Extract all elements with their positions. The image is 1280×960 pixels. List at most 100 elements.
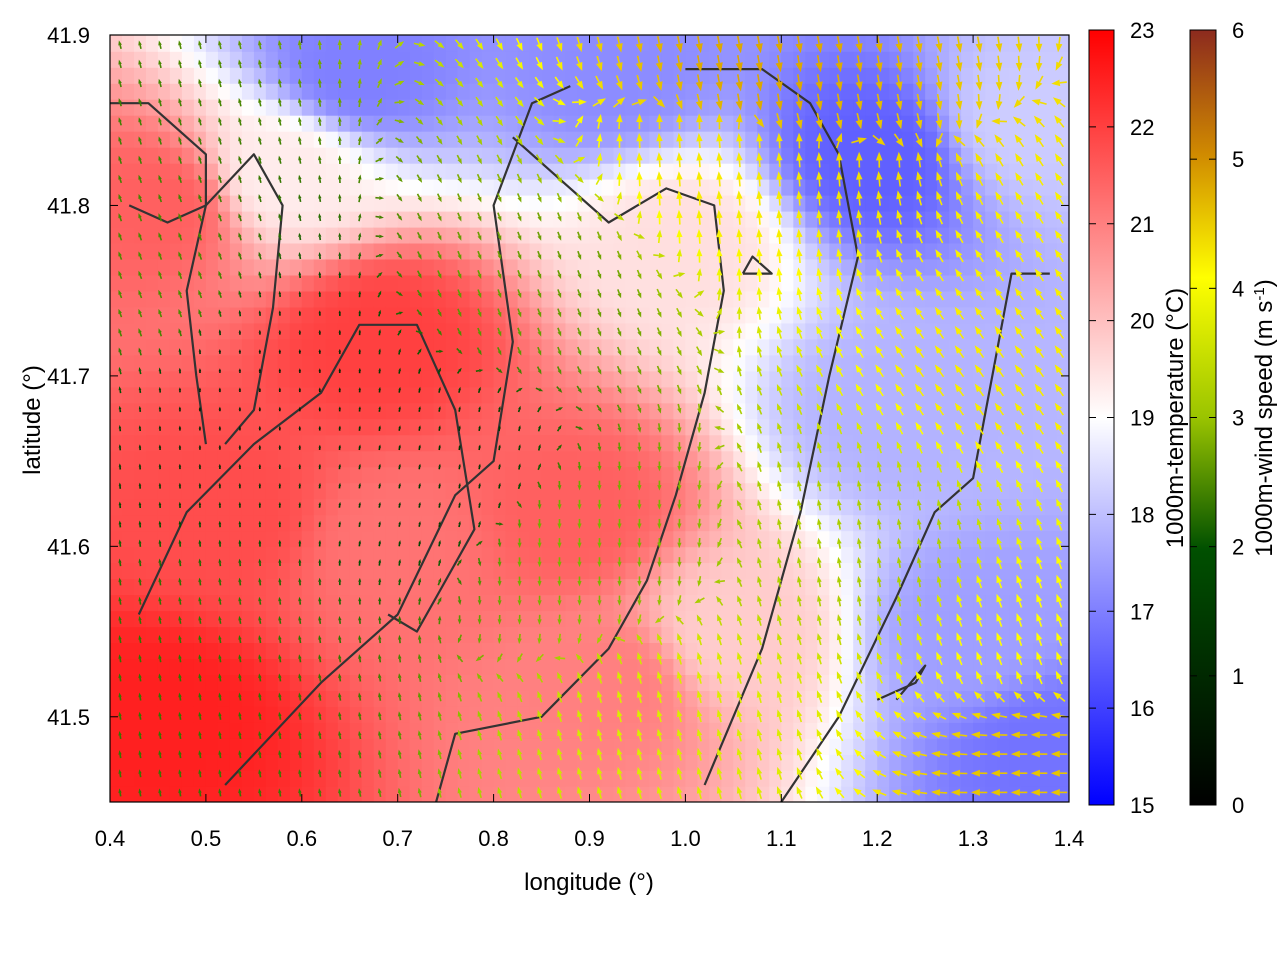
heatmap-cell xyxy=(181,626,195,643)
heatmap-cell xyxy=(337,82,351,100)
heatmap-cell xyxy=(169,706,183,723)
heatmap-cell xyxy=(397,130,411,148)
heatmap-cell xyxy=(985,594,998,612)
heatmap-cell xyxy=(134,370,147,388)
heatmap-cell xyxy=(685,770,699,787)
heatmap-cell xyxy=(481,51,495,68)
heatmap-cell xyxy=(134,450,147,468)
heatmap-cell xyxy=(505,674,519,691)
heatmap-cell xyxy=(457,690,471,707)
heatmap-cell xyxy=(625,466,639,484)
heatmap-cell xyxy=(217,642,231,659)
heatmap-cell xyxy=(337,322,351,340)
heatmap-cell xyxy=(937,370,950,388)
heatmap-cell xyxy=(961,82,974,100)
heatmap-cell xyxy=(421,226,435,244)
heatmap-cell xyxy=(865,562,878,580)
heatmap-cell xyxy=(637,466,651,484)
heatmap-cell xyxy=(289,322,303,340)
heatmap-cell xyxy=(205,754,219,771)
heatmap-cell xyxy=(217,274,231,292)
heatmap-cell xyxy=(205,738,219,755)
heatmap-cell xyxy=(146,306,159,324)
heatmap-cell xyxy=(265,35,279,52)
heatmap-cell xyxy=(601,754,615,771)
heatmap-cell xyxy=(553,67,567,84)
heatmap-cell xyxy=(505,178,519,196)
heatmap-cell xyxy=(337,386,351,404)
heatmap-cell xyxy=(157,770,171,787)
heatmap-cell xyxy=(122,402,135,420)
heatmap-cell xyxy=(805,178,819,196)
heatmap-cell xyxy=(661,546,675,564)
heatmap-cell xyxy=(325,498,339,516)
heatmap-cell xyxy=(925,226,938,244)
heatmap-cell xyxy=(445,67,459,84)
heatmap-cell xyxy=(373,562,387,580)
heatmap-cell xyxy=(205,690,219,707)
heatmap-cell xyxy=(661,162,675,180)
heatmap-cell xyxy=(553,466,567,484)
heatmap-cell xyxy=(349,82,363,100)
heatmap-cell xyxy=(721,530,735,548)
heatmap-cell xyxy=(601,114,615,132)
heatmap-cell xyxy=(457,418,471,436)
heatmap-cell xyxy=(217,98,231,116)
heatmap-cell xyxy=(565,258,579,276)
heatmap-cell xyxy=(685,626,699,643)
heatmap-cell xyxy=(901,754,914,771)
heatmap-cell xyxy=(541,226,555,244)
heatmap-cell xyxy=(661,626,675,643)
heatmap-cell xyxy=(241,722,255,739)
heatmap-cell xyxy=(745,386,759,404)
heatmap-cell xyxy=(373,258,387,276)
heatmap-cell xyxy=(481,674,495,691)
heatmap-cell xyxy=(445,210,459,228)
heatmap-cell xyxy=(925,578,938,596)
heatmap-cell xyxy=(361,578,375,596)
heatmap-cell xyxy=(361,482,375,500)
heatmap-cell xyxy=(481,562,495,580)
heatmap-cell xyxy=(157,674,171,691)
heatmap-cell xyxy=(277,370,291,388)
heatmap-cell xyxy=(397,114,411,132)
heatmap-cell xyxy=(457,162,471,180)
heatmap-cell xyxy=(337,98,351,116)
heatmap-cell xyxy=(685,130,699,148)
heatmap-cell xyxy=(781,306,795,324)
heatmap-cell xyxy=(146,674,159,691)
heatmap-cell xyxy=(541,194,555,212)
heatmap-cell xyxy=(385,498,399,516)
heatmap-cell xyxy=(1021,370,1034,388)
heatmap-cell xyxy=(685,162,699,180)
heatmap-cell xyxy=(541,754,555,771)
heatmap-cell xyxy=(469,402,483,420)
heatmap-cell xyxy=(445,674,459,691)
heatmap-cell xyxy=(841,786,854,802)
heatmap-cell xyxy=(781,274,795,292)
heatmap-cell xyxy=(805,738,819,755)
heatmap-cell xyxy=(337,258,351,276)
heatmap-cell xyxy=(745,82,759,100)
heatmap-cell xyxy=(385,178,399,196)
heatmap-cell xyxy=(361,370,375,388)
heatmap-cell xyxy=(565,450,579,468)
heatmap-cell xyxy=(517,418,531,436)
heatmap-cell xyxy=(373,98,387,116)
heatmap-cell xyxy=(745,450,759,468)
heatmap-cell xyxy=(481,370,495,388)
heatmap-cell xyxy=(901,658,914,675)
heatmap-cell xyxy=(349,354,363,372)
heatmap-cell xyxy=(217,754,231,771)
heatmap-cell xyxy=(229,738,243,755)
heatmap-cell xyxy=(493,578,507,596)
heatmap-cell xyxy=(781,626,795,643)
heatmap-cell xyxy=(445,450,459,468)
heatmap-cell xyxy=(445,690,459,707)
heatmap-cell xyxy=(397,370,411,388)
heatmap-cell xyxy=(253,194,267,212)
heatmap-cell xyxy=(181,51,195,68)
heatmap-cell xyxy=(397,786,411,802)
heatmap-cell xyxy=(565,498,579,516)
heatmap-cell xyxy=(781,466,795,484)
